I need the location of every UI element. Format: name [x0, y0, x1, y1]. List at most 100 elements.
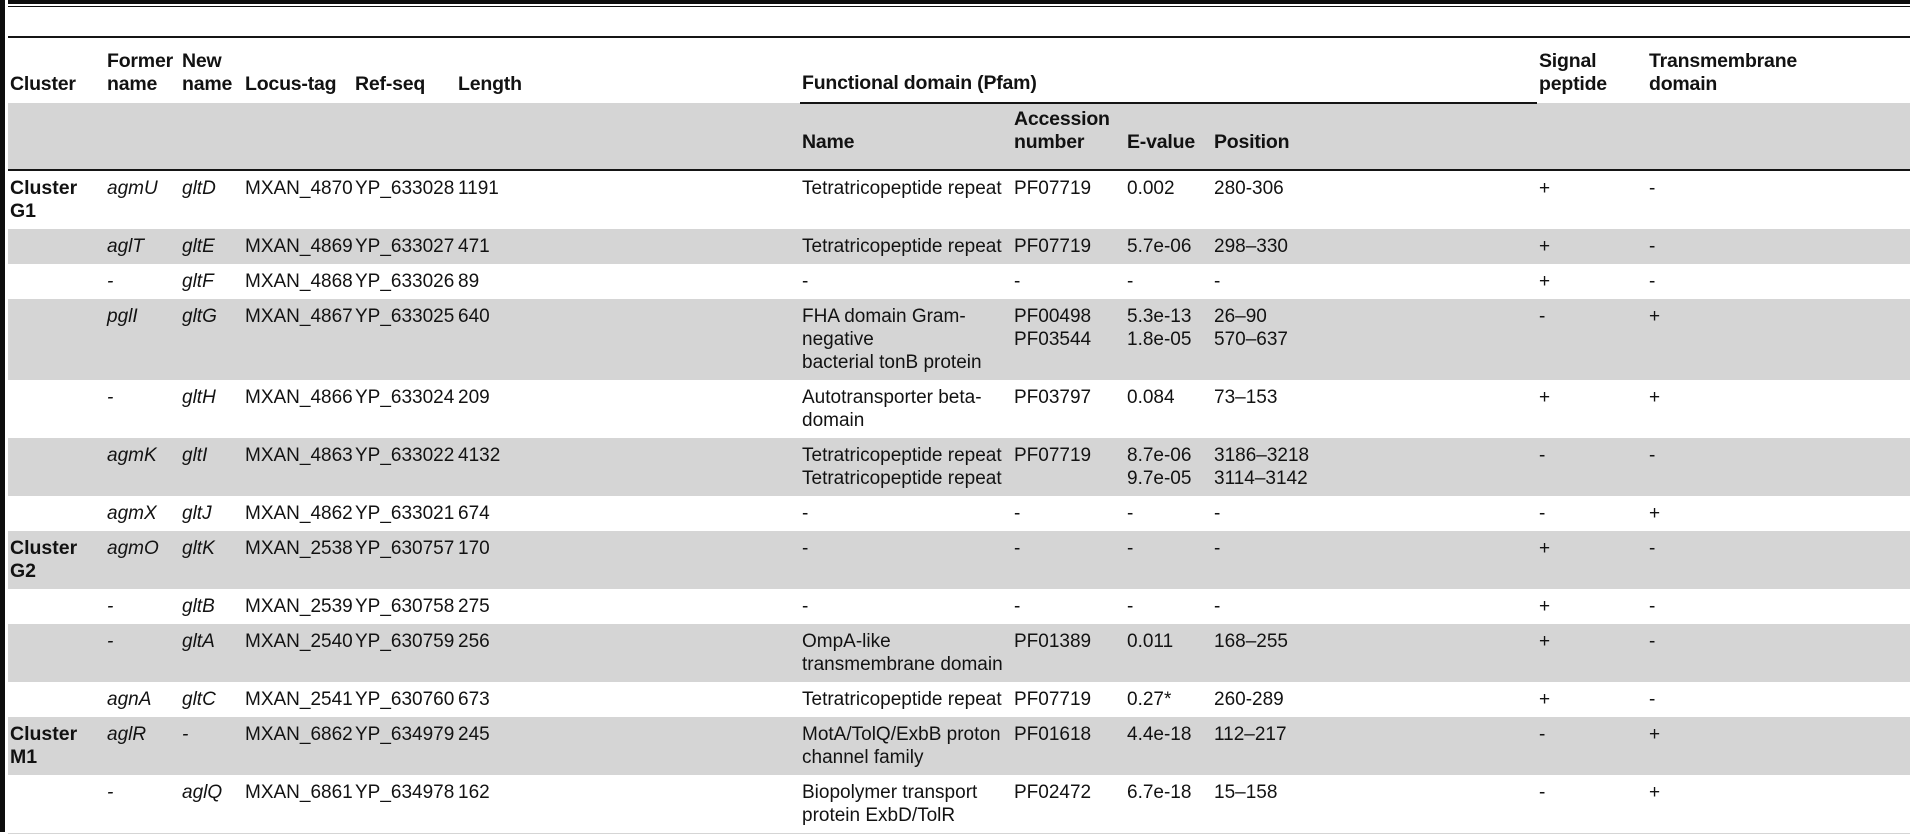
cell-signal-peptide: +	[1539, 387, 1551, 408]
cell-new-name: aglQ	[182, 782, 223, 803]
cell-ref-seq: YP_633024	[355, 387, 455, 408]
cell-cluster	[8, 624, 105, 682]
cell-length: 245	[458, 724, 490, 745]
cell-locus-tag: MXAN_4870	[245, 178, 353, 199]
subheader-empty	[353, 103, 456, 170]
subheader-accession-number: Accession number	[1014, 108, 1110, 153]
cell-ref-seq: YP_633028	[355, 178, 455, 199]
cell-locus-tag: MXAN_4868	[245, 271, 353, 292]
cell-locus-tag: MXAN_4863	[245, 445, 353, 466]
cell-accession: PF07719	[1014, 236, 1092, 257]
col-header-new-name: New name	[182, 50, 233, 95]
cell-new-name: gltD	[182, 178, 216, 199]
cell-ref-seq: YP_633026	[355, 271, 455, 292]
cell-transmembrane: -	[1649, 236, 1656, 257]
cell-locus-tag: MXAN_4862	[245, 503, 353, 524]
cell-cluster	[8, 299, 105, 380]
table-row: agmK gltI MXAN_4863 YP_633022 4132 Tetratrico…	[8, 438, 1910, 496]
cell-former-name: aglR	[107, 724, 147, 745]
table-row: - gltH MXAN_4866 YP_633024 209 Autotransporte…	[8, 380, 1910, 438]
cell-length: 1191	[458, 178, 499, 199]
cell-former-name: agmO	[107, 538, 159, 559]
cell-new-name: gltH	[182, 387, 216, 408]
cell-cluster	[8, 775, 105, 833]
cell-accession: PF07719	[1014, 689, 1092, 710]
cell-signal-peptide: +	[1539, 178, 1551, 199]
col-header-signal-peptide: Signal peptide	[1539, 50, 1607, 95]
subheader-empty	[8, 103, 105, 170]
cell-ref-seq: YP_634978	[355, 782, 455, 803]
cell-cluster	[8, 229, 105, 264]
subheader-empty	[105, 103, 180, 170]
table-row: Cluster G2 agmO gltK MXAN_2538 YP_630757 170 -…	[8, 531, 1910, 589]
cell-new-name: gltJ	[182, 503, 212, 524]
cell-e-value: -	[1127, 596, 1134, 617]
cell-accession: PF07719	[1014, 445, 1092, 466]
cell-length: 89	[458, 271, 480, 292]
table-row: - gltB MXAN_2539 YP_630758 275 - - - - + -	[8, 589, 1910, 624]
cell-former-name: -	[107, 271, 114, 292]
table-row: pglI gltG MXAN_4867 YP_633025 640 FHA domain …	[8, 299, 1910, 380]
cell-e-value: 8.7e-06 9.7e-05	[1127, 445, 1192, 489]
cell-former-name: -	[107, 596, 114, 617]
cell-locus-tag: MXAN_2541	[245, 689, 353, 710]
cell-transmembrane: -	[1649, 178, 1656, 199]
cell-former-name: -	[107, 631, 114, 652]
cell-ref-seq: YP_630757	[355, 538, 455, 559]
header-row-sub: Name Accession number E-value Position	[8, 103, 1910, 170]
cell-signal-peptide: -	[1539, 445, 1546, 466]
cell-signal-peptide: +	[1539, 236, 1551, 257]
cell-cluster	[8, 589, 105, 624]
cell-e-value: -	[1127, 538, 1134, 559]
cell-ref-seq: YP_633027	[355, 236, 455, 257]
cell-cluster	[8, 380, 105, 438]
cell-e-value: 0.084	[1127, 387, 1175, 408]
cell-transmembrane: -	[1649, 445, 1656, 466]
cell-transmembrane: -	[1649, 271, 1656, 292]
cell-accession: -	[1014, 596, 1021, 617]
cell-signal-peptide: +	[1539, 689, 1551, 710]
cell-transmembrane: +	[1649, 387, 1661, 408]
subheader-empty	[456, 103, 800, 170]
cell-signal-peptide: +	[1539, 271, 1551, 292]
cell-domain-name: MotA/TolQ/ExbB proton channel family	[802, 724, 1001, 768]
cell-locus-tag: MXAN_4867	[245, 306, 353, 327]
cell-accession: -	[1014, 538, 1021, 559]
cell-domain-name: Tetratricopeptide repeat	[802, 178, 1002, 199]
cell-new-name: gltG	[182, 306, 217, 327]
table-row: Cluster M1 aglR - MXAN_6862 YP_634979 245 MotA…	[8, 717, 1910, 775]
cell-domain-name: Tetratricopeptide repeat	[802, 236, 1002, 257]
col-header-functional-domain-group: Functional domain (Pfam)	[800, 37, 1537, 104]
cell-accession: PF00498 PF03544	[1014, 306, 1092, 350]
table-body: Cluster G1 agmU gltD MXAN_4870 YP_633028 1191…	[8, 170, 1910, 834]
cell-length: 4132	[458, 445, 501, 466]
cell-length: 162	[458, 782, 490, 803]
col-header-former-name: Former name	[107, 50, 173, 95]
cell-transmembrane: +	[1649, 503, 1661, 524]
cell-transmembrane: -	[1649, 596, 1656, 617]
subheader-name: Name	[802, 131, 855, 153]
cell-ref-seq: YP_630760	[355, 689, 455, 710]
cell-signal-peptide: -	[1539, 306, 1546, 327]
col-header-ref-seq: Ref-seq	[355, 73, 426, 95]
cell-new-name: gltE	[182, 236, 215, 257]
cell-e-value: 5.3e-13 1.8e-05	[1127, 306, 1192, 350]
cell-position: 168–255	[1214, 631, 1288, 652]
table-content: Cluster Former name New name Locus-tag R…	[8, 0, 1910, 834]
subheader-position: Position	[1214, 131, 1290, 153]
cell-domain-name: -	[802, 271, 809, 292]
cell-position: 260-289	[1214, 689, 1284, 710]
gene-cluster-table: Cluster Former name New name Locus-tag R…	[8, 36, 1910, 834]
cell-new-name: gltI	[182, 445, 208, 466]
cell-cluster	[8, 264, 105, 299]
cell-domain-name: Autotransporter beta-domain	[802, 387, 982, 431]
cell-e-value: 0.002	[1127, 178, 1175, 199]
cell-accession: -	[1014, 503, 1021, 524]
cell-accession: -	[1014, 271, 1021, 292]
subheader-e-value: E-value	[1127, 131, 1195, 153]
cell-position: 112–217	[1214, 724, 1287, 745]
cell-locus-tag: MXAN_2539	[245, 596, 353, 617]
top-rule-thick	[8, 0, 1910, 4]
cell-e-value: 5.7e-06	[1127, 236, 1192, 257]
cell-position: 15–158	[1214, 782, 1278, 803]
